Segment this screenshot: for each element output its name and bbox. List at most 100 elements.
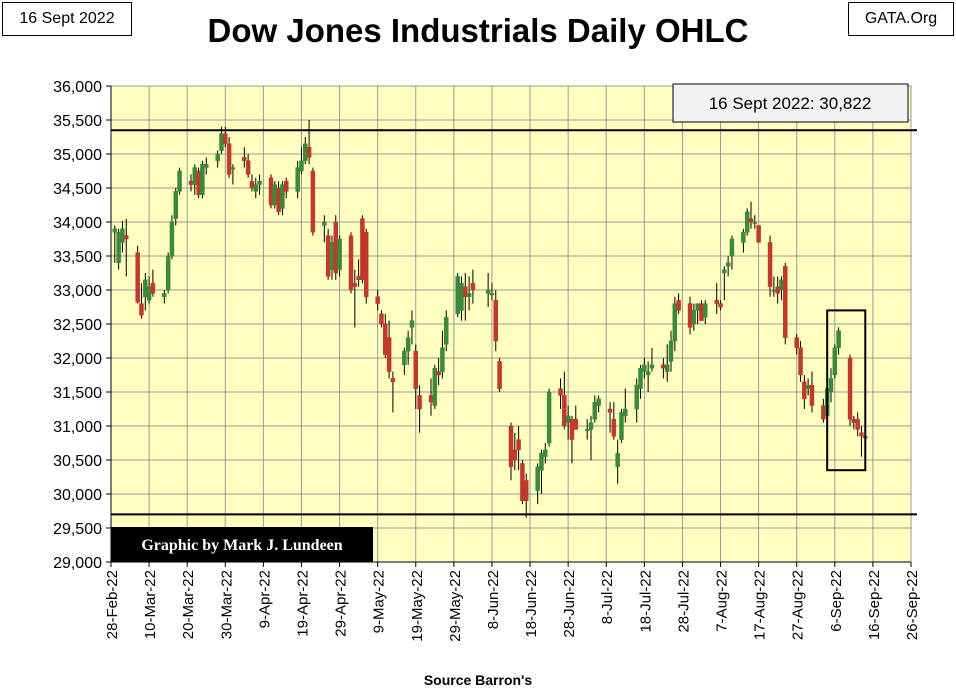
- ohlc-body: [562, 395, 567, 427]
- ohlc-body: [417, 395, 422, 410]
- ohlc-body: [798, 347, 803, 376]
- ohlc-body: [748, 218, 754, 223]
- ohlc-body: [455, 276, 460, 315]
- ohlc-body: [432, 367, 438, 406]
- ohlc-body: [337, 238, 342, 270]
- last-value-box: [672, 83, 909, 123]
- y-tick-label: 32,000: [53, 351, 102, 368]
- chart-title: Dow Jones Industrials Daily OHLC: [207, 12, 749, 49]
- ohlc-body: [687, 303, 693, 328]
- ohlc-body: [661, 364, 666, 369]
- x-tick-label: 18-Jun-22: [523, 570, 540, 638]
- x-tick-label: 17-Aug-22: [752, 570, 769, 640]
- ohlc-body: [543, 449, 548, 457]
- ohlc-body: [123, 235, 129, 240]
- x-tick-label: 29-Apr-22: [333, 570, 350, 637]
- ohlc-body: [767, 242, 773, 287]
- ohlc-body: [383, 323, 388, 355]
- ohlc-body: [676, 299, 681, 311]
- ohlc-body: [493, 299, 499, 342]
- ohlc-body: [520, 463, 525, 502]
- y-tick-label: 32,500: [53, 317, 102, 334]
- x-tick-label: 28-Feb-22: [104, 570, 121, 639]
- x-tick-label: 8-Jul-22: [599, 570, 616, 624]
- ohlc-body: [752, 221, 758, 224]
- ohlc-body: [821, 405, 826, 420]
- ohlc-body: [325, 235, 331, 277]
- x-tick-label: 16-Sep-22: [866, 570, 883, 640]
- ohlc-body: [135, 252, 140, 303]
- ohlc-body: [162, 293, 167, 298]
- x-axis: 28-Feb-22 10-Mar-22 20-Mar-22 30-Mar-22 9-Ap…: [104, 561, 921, 642]
- ohlc-body: [112, 228, 118, 233]
- ohlc-body: [356, 276, 361, 281]
- ohlc-body: [497, 361, 502, 389]
- y-tick-label: 29,500: [53, 521, 102, 538]
- x-tick-label: 8-Jun-22: [485, 570, 502, 629]
- ohlc-body: [489, 293, 495, 296]
- ohlc-body: [268, 177, 274, 206]
- x-tick-label: 9-May-22: [371, 570, 388, 633]
- y-tick-label: 35,500: [53, 113, 102, 130]
- credit-label: Graphic by Mark J. Lundeen: [141, 537, 342, 554]
- ohlc-body: [322, 221, 327, 226]
- y-tick-label: 35,000: [53, 147, 102, 164]
- ohlc-body: [470, 282, 476, 291]
- annotations: 16 Sept 2022: 30,822 Graphic by Mark J. …: [111, 83, 909, 562]
- last-value-label: 16 Sept 2022: 30,822: [709, 94, 872, 113]
- y-tick-label: 30,000: [53, 487, 102, 504]
- ohlc-body: [219, 133, 224, 151]
- ohlc-body: [703, 303, 708, 318]
- x-tick-label: 10-Mar-22: [142, 570, 159, 639]
- x-tick-label: 6-Sep-22: [828, 570, 845, 632]
- ohlc-bars: [112, 120, 868, 518]
- ohlc-body: [463, 286, 468, 298]
- ohlc-body: [729, 238, 735, 257]
- ohlc-body: [779, 279, 784, 291]
- ohlc-body: [409, 320, 415, 328]
- ohlc-body: [744, 211, 750, 233]
- ohlc-body: [276, 187, 281, 213]
- y-tick-label: 34,500: [53, 181, 102, 198]
- ohlc-body: [722, 269, 727, 274]
- ohlc-body: [303, 143, 308, 162]
- ohlc-body: [695, 303, 700, 311]
- ohlc-body: [592, 401, 598, 420]
- ohlc-body: [360, 218, 365, 281]
- y-tick-label: 30,500: [53, 453, 102, 470]
- ohlc-body: [253, 184, 259, 192]
- ohlc-body: [596, 398, 601, 406]
- ohlc-body: [516, 439, 521, 451]
- ohlc-body: [645, 371, 651, 376]
- ohlc-body: [569, 418, 575, 440]
- reference-lines: [111, 129, 917, 516]
- ohlc-body: [512, 449, 518, 461]
- ohlc-body: [623, 408, 628, 417]
- ohlc-body: [348, 235, 354, 291]
- ohlc-body: [615, 452, 620, 468]
- ohlc-body: [741, 231, 746, 243]
- y-tick-label: 33,000: [53, 283, 102, 300]
- ohlc-body: [756, 225, 761, 243]
- ohlc-body: [386, 337, 392, 372]
- ohlc-body: [329, 242, 335, 270]
- x-tick-label: 19-May-22: [409, 570, 426, 642]
- ohlc-body: [809, 384, 815, 406]
- ohlc-body: [165, 255, 171, 291]
- y-tick-label: 34,000: [53, 215, 102, 232]
- ohlc-body: [535, 466, 540, 491]
- ohlc-body: [230, 167, 236, 170]
- ohlc-body: [173, 191, 179, 219]
- ohlc-body: [828, 378, 834, 393]
- ohlc-body: [116, 231, 121, 264]
- ohlc-body: [558, 388, 563, 396]
- ohlc-body: [405, 337, 411, 352]
- ohlc-body: [611, 418, 617, 437]
- ohlc-body: [249, 180, 255, 189]
- ohlc-body: [226, 143, 232, 175]
- ohlc-body: [120, 228, 125, 243]
- ohlc-body: [295, 167, 300, 192]
- ohlc-body: [485, 289, 491, 294]
- ohlc-body: [215, 153, 220, 162]
- ohlc-body: [466, 293, 472, 298]
